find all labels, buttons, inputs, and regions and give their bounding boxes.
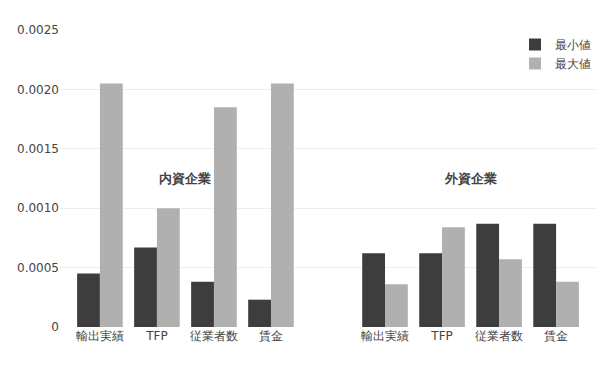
svg-text:0.0005: 0.0005 (17, 261, 59, 275)
svg-text:内資企業: 内資企業 (159, 171, 211, 186)
svg-text:0.0015: 0.0015 (17, 142, 59, 156)
svg-text:外資企業: 外資企業 (444, 171, 497, 186)
svg-text:賃金: 賃金 (259, 329, 283, 343)
svg-text:0.0025: 0.0025 (17, 23, 59, 37)
svg-text:賃金: 賃金 (544, 329, 568, 343)
svg-text:0.0010: 0.0010 (17, 201, 59, 215)
svg-text:TFP: TFP (145, 329, 167, 343)
svg-text:従業者数: 従業者数 (190, 329, 238, 343)
svg-text:従業者数: 従業者数 (475, 329, 523, 343)
svg-text:最大値: 最大値 (555, 57, 591, 71)
svg-text:輸出実績: 輸出実績 (76, 329, 124, 343)
svg-text:0.0020: 0.0020 (17, 83, 59, 97)
svg-text:輸出実績: 輸出実績 (361, 329, 409, 343)
svg-text:TFP: TFP (430, 329, 452, 343)
svg-text:最小値: 最小値 (555, 38, 591, 52)
svg-text:0: 0 (51, 320, 59, 334)
